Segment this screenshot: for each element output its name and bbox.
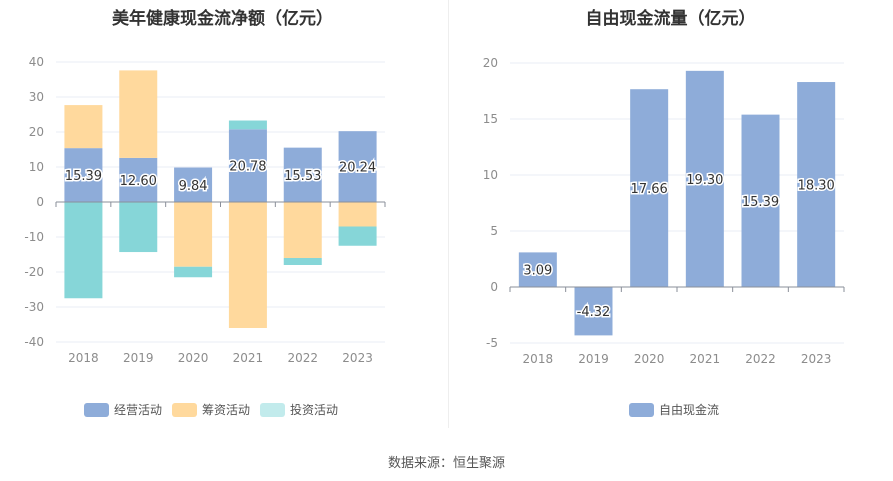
cashflow-ytick-label: 20 [29,125,44,139]
cashflow-bar-2022-s0 [283,147,322,202]
fcf-xtick-label: 2019 [578,352,609,366]
fcf-ytick-label: 15 [483,112,498,126]
cashflow-ytick-label: 10 [29,160,44,174]
legend-item-financing[interactable]: 筹资活动 [172,401,250,418]
cashflow-ytick-label: 0 [36,195,44,209]
cashflow-xtick-label: 2021 [233,351,264,365]
cashflow-bar-2019-s0 [119,157,158,202]
cashflow-bar-2019-s2 [119,202,158,253]
cashflow-bar-2018-s2 [64,202,103,299]
cashflow-xtick-label: 2023 [342,351,373,365]
cashflow-bar-2020-s2 [174,266,213,278]
fcf-bar-2022-s0 [741,114,780,287]
cashflow-bar-2021-s1 [228,202,267,328]
fcf-data-label: 15.39 [742,195,779,210]
cashflow-bar-2021-s2 [228,120,267,130]
cashflow-ytick-label: 30 [29,90,44,104]
legend-swatch-financing [172,402,198,417]
cashflow-legend: 经营活动 筹资活动 投资活动 [84,401,338,418]
fcf-data-label: -4.32 [577,305,611,320]
cashflow-xtick-label: 2018 [68,351,99,365]
cashflow-xtick-label: 2019 [123,351,154,365]
cashflow-xtick-label: 2020 [178,351,209,365]
legend-swatch-operating [84,402,109,417]
fcf-legend: 自由现金流 [629,401,719,418]
fcf-xtick-label: 2023 [801,352,832,366]
cashflow-bar-2021-s0 [228,129,267,202]
cashflow-ytick-label: -10 [24,230,44,244]
fcf-bar-2019-s0 [574,287,613,336]
fcf-ytick-label: -5 [486,336,498,350]
cashflow-ytick-label: 40 [29,55,44,69]
legend-item-fcf[interactable]: 自由现金流 [629,401,719,418]
fcf-ytick-label: 10 [483,168,498,182]
cashflow-bar-2020-s0 [174,167,213,202]
fcf-data-label: 19.30 [686,173,723,188]
cashflow-chart-title: 美年健康现金流净额（亿元） [112,9,333,29]
fcf-xtick-label: 2022 [745,352,776,366]
cashflow-chart-panel: 美年健康现金流净额（亿元） 40 30 20 10 0 -10 -20 -30 -40 2018 2… [0,0,445,430]
cashflow-ytick-label: -20 [24,265,44,279]
cashflow-bar-2023-s2 [338,226,377,246]
fcf-data-label: 18.30 [798,179,835,194]
legend-item-operating[interactable]: 经营活动 [84,401,162,418]
legend-swatch-investing [260,402,286,417]
legend-label-fcf: 自由现金流 [659,403,720,417]
cashflow-bar-2022-s2 [283,258,322,265]
legend-item-investing[interactable]: 投资活动 [260,401,338,418]
cashflow-bar-2019-s1 [119,70,158,158]
fcf-bar-2021-s0 [685,70,724,287]
fcf-xtick-label: 2020 [634,352,665,366]
fcf-ytick-label: 0 [490,280,498,294]
cashflow-bar-2020-s1 [174,202,213,267]
fcf-bar-2018-s0 [518,252,557,287]
cashflow-xtick-label: 2022 [287,351,318,365]
cashflow-ytick-label: -40 [24,335,44,349]
legend-label-financing: 筹资活动 [202,403,251,417]
cashflow-ytick-label: -30 [24,300,44,314]
cashflow-data-label: 9.84 [179,179,208,194]
fcf-ytick-label: 20 [483,56,498,70]
fcf-data-label: 17.66 [631,182,668,197]
legend-label-investing: 投资活动 [290,403,339,417]
cashflow-data-label: 15.39 [65,169,102,184]
cashflow-bar-2018-s1 [64,105,103,149]
fcf-chart-svg: 20 15 10 5 0 -5 2018 2019 2020 2021 2022 2023 3.09 -4… [483,56,845,366]
data-source: 数据来源：恒生聚源 [387,456,505,471]
cashflow-bar-2023-s0 [338,131,377,202]
fcf-chart-panel: 自由现金流量（亿元） 20 15 10 5 0 -5 2018 2019 2020 2021 202… [448,0,893,430]
cashflow-bar-2018-s0 [64,148,103,202]
panel-divider [448,0,449,428]
cashflow-bar-2023-s1 [338,202,377,227]
fcf-xtick-label: 2018 [523,352,554,366]
cashflow-chart-svg: 40 30 20 10 0 -10 -20 -30 -40 2018 2019 2020 2021 202… [24,55,386,365]
fcf-chart-title: 自由现金流量（亿元） [585,9,756,29]
cashflow-data-label: 20.78 [229,160,266,175]
fcf-bar-2020-s0 [630,89,669,287]
fcf-data-label: 3.09 [523,264,552,279]
cashflow-bar-2022-s1 [283,202,322,258]
fcf-bar-2023-s0 [797,82,836,287]
cashflow-data-label: 12.60 [120,174,157,189]
legend-swatch-fcf [629,402,654,417]
fcf-ytick-label: 5 [490,224,498,238]
cashflow-data-label: 15.53 [284,169,321,184]
cashflow-data-label: 20.24 [339,161,376,176]
legend-label-operating: 经营活动 [114,403,163,417]
fcf-xtick-label: 2021 [690,352,721,366]
